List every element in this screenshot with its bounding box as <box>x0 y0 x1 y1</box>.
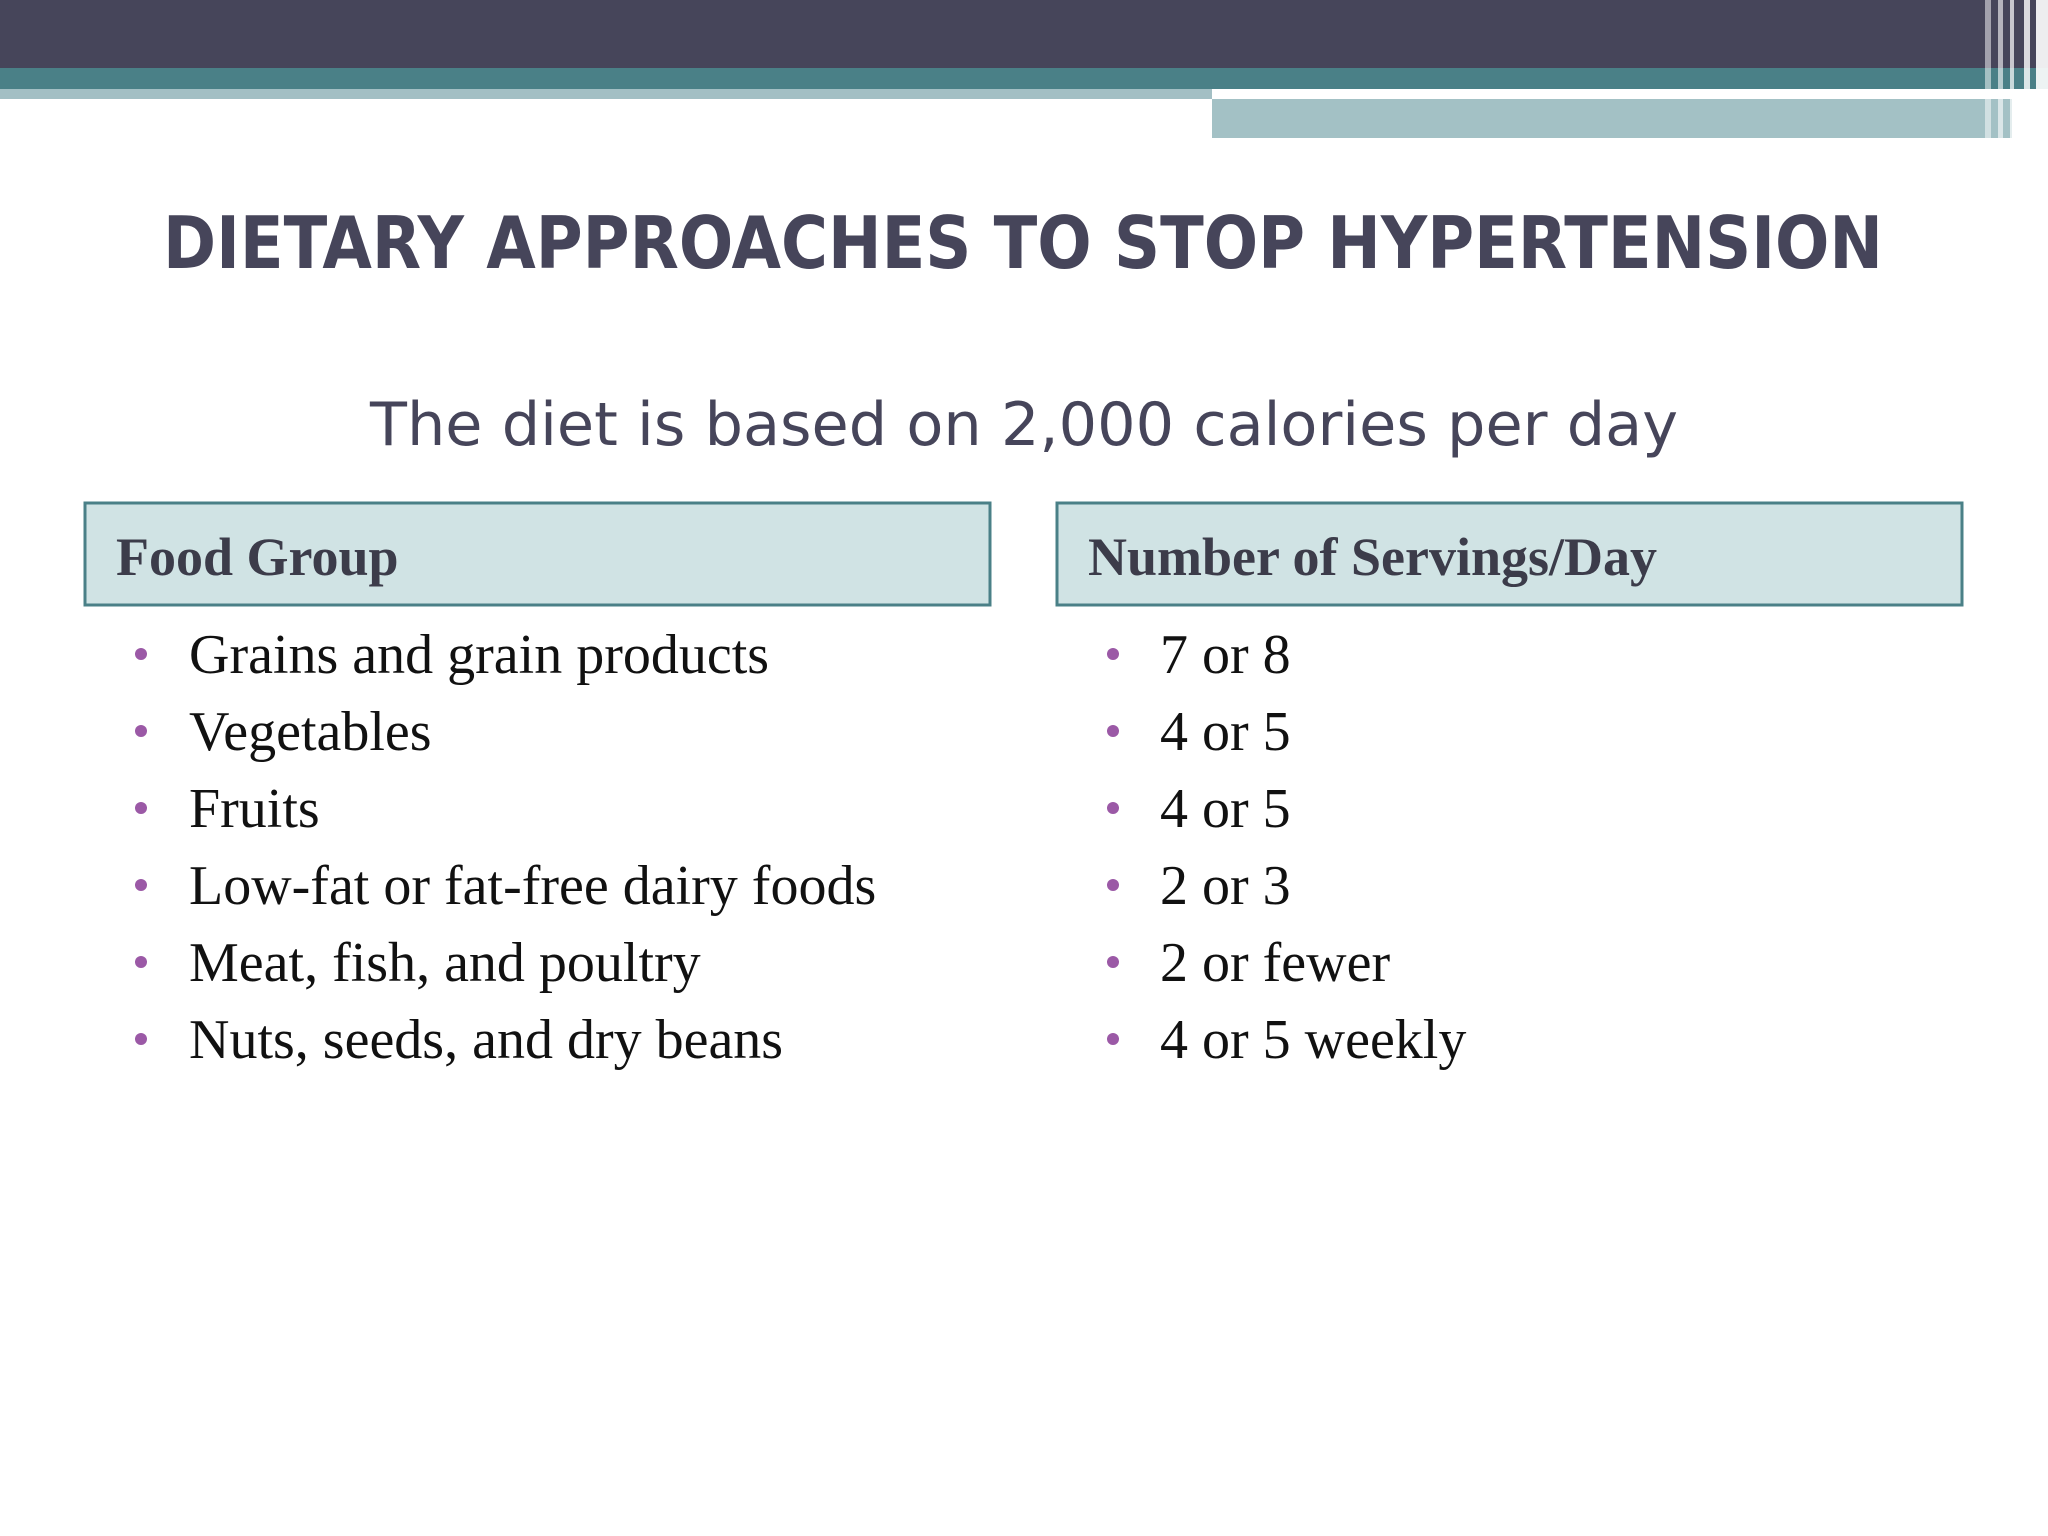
bullet <box>1107 879 1119 891</box>
bullet <box>135 725 147 737</box>
list-item: 4 or 5 <box>1160 778 1291 840</box>
list-item: Fruits <box>189 778 320 840</box>
bullet <box>135 956 147 968</box>
bullet <box>1107 1033 1119 1045</box>
slide-title: DIETARY APPROACHES TO STOP HYPERTENSION <box>163 201 1883 285</box>
column-header: Food Group <box>116 527 399 587</box>
header-box <box>83 501 992 607</box>
list-item: 4 or 5 <box>1160 701 1291 763</box>
top-bar <box>0 0 2048 68</box>
list-item: Nuts, seeds, and dry beans <box>189 1009 783 1071</box>
bullet <box>1107 648 1119 660</box>
list-item: 4 or 5 weekly <box>1160 1009 1466 1071</box>
bullet <box>135 879 147 891</box>
teal-band <box>0 68 2048 89</box>
list-item: Low-fat or fat-free dairy foods <box>189 855 876 917</box>
column-header: Number of Servings/Day <box>1088 527 1657 587</box>
bullet <box>135 1033 147 1045</box>
bullet <box>1107 956 1119 968</box>
light-band <box>0 89 1212 99</box>
list-item: Grains and grain products <box>189 624 769 686</box>
list-item: Vegetables <box>189 701 432 763</box>
list-item: 2 or fewer <box>1160 932 1390 994</box>
list-item: 2 or 3 <box>1160 855 1291 917</box>
bullet <box>1107 725 1119 737</box>
bullet <box>1107 802 1119 814</box>
bullet <box>135 802 147 814</box>
bullet <box>135 648 147 660</box>
header-box <box>1055 501 1964 607</box>
list-item: 7 or 8 <box>1160 624 1291 686</box>
list-item: Meat, fish, and poultry <box>189 932 701 994</box>
edge-stripes <box>1985 0 2048 138</box>
light-block <box>1212 99 2012 138</box>
slide-subtitle: The diet is based on 2,000 calories per … <box>369 390 1678 460</box>
